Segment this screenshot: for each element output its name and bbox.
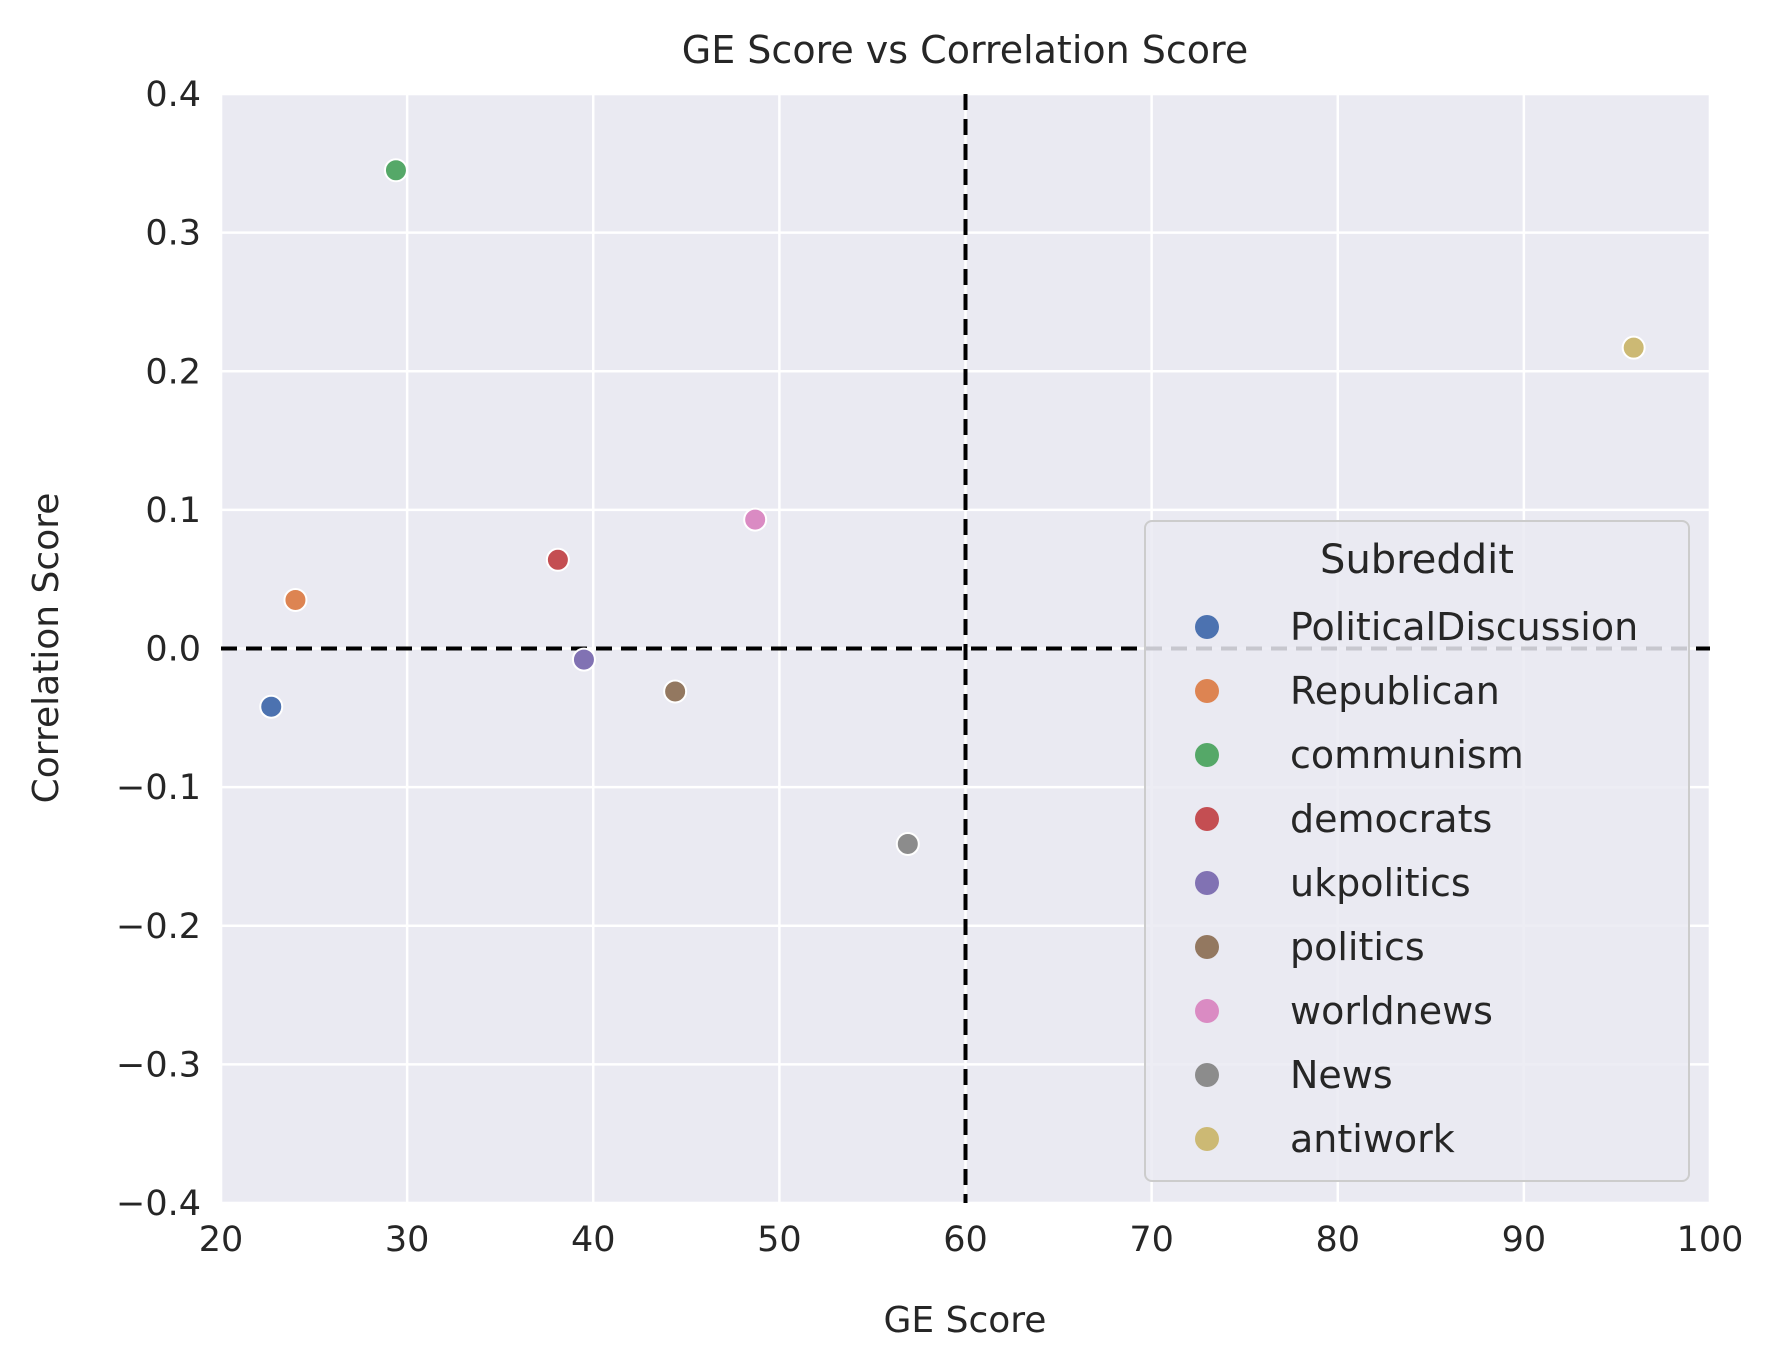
point-republican — [283, 587, 308, 612]
legend-label: communism — [1290, 733, 1524, 777]
x-tick-label: 90 — [1502, 1220, 1547, 1260]
legend-marker-communism — [1195, 743, 1219, 767]
y-tick-label: −0.1 — [116, 768, 201, 808]
point-worldnews — [743, 507, 768, 532]
legend-label: worldnews — [1290, 989, 1493, 1033]
legend-label: antiwork — [1290, 1117, 1455, 1161]
x-tick-label: 40 — [571, 1220, 616, 1260]
point-communism — [383, 158, 408, 183]
point-antiwork — [1621, 335, 1646, 360]
x-tick-label: 100 — [1677, 1220, 1744, 1260]
legend: Subreddit PoliticalDiscussion Republican c… — [1144, 520, 1690, 1182]
x-tick-label: 60 — [943, 1220, 988, 1260]
x-tick-label: 30 — [385, 1220, 430, 1260]
point-democrats — [545, 547, 570, 572]
y-tick-label: −0.3 — [116, 1045, 201, 1085]
legend-marker-worldnews — [1195, 999, 1219, 1023]
x-tick-labels: 20 30 40 50 60 70 80 90 100 — [199, 1220, 1744, 1260]
legend-marker-ukpolitics — [1195, 871, 1219, 895]
legend-marker-politics — [1195, 935, 1219, 959]
legend-marker-politicaldiscussion — [1195, 615, 1219, 639]
legend-title: Subreddit — [1320, 537, 1514, 583]
legend-label: politics — [1290, 925, 1425, 969]
y-tick-label: 0.2 — [145, 352, 201, 392]
legend-label: ukpolitics — [1290, 861, 1471, 905]
x-tick-label: 50 — [757, 1220, 802, 1260]
x-tick-label: 70 — [1129, 1220, 1174, 1260]
data-points — [259, 158, 1646, 856]
legend-label: democrats — [1290, 797, 1492, 841]
point-ukpolitics — [571, 647, 596, 672]
y-tick-label: 0.1 — [145, 491, 201, 531]
legend-marker-democrats — [1195, 807, 1219, 831]
point-news — [895, 831, 920, 856]
y-tick-label: 0.4 — [145, 75, 201, 115]
legend-items: PoliticalDiscussion Republican communism de… — [1195, 605, 1638, 1161]
point-politics — [663, 679, 688, 704]
legend-label: PoliticalDiscussion — [1290, 605, 1638, 649]
point-politicaldiscussion — [259, 694, 284, 719]
y-tick-labels: 0.4 0.3 0.2 0.1 0.0 −0.1 −0.2 −0.3 −0.4 — [116, 75, 201, 1224]
y-axis-label: Correlation Score — [26, 493, 67, 804]
legend-marker-antiwork — [1195, 1127, 1219, 1151]
y-tick-label: 0.0 — [145, 630, 201, 670]
x-tick-label: 20 — [199, 1220, 244, 1260]
legend-marker-republican — [1195, 679, 1219, 703]
legend-marker-news — [1195, 1063, 1219, 1087]
x-axis-label: GE Score — [884, 1300, 1047, 1341]
y-tick-label: −0.2 — [116, 907, 201, 947]
legend-label: Republican — [1290, 669, 1500, 713]
legend-label: News — [1290, 1053, 1393, 1097]
y-tick-label: 0.3 — [145, 214, 201, 254]
chart-title: GE Score vs Correlation Score — [682, 28, 1248, 72]
legend-box — [1144, 520, 1690, 1182]
x-tick-label: 80 — [1315, 1220, 1360, 1260]
y-tick-label: −0.4 — [116, 1184, 201, 1224]
